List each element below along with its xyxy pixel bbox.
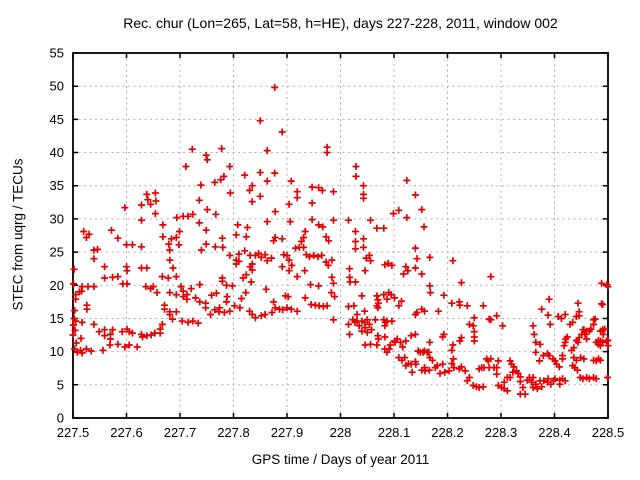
x-tick-label: 228.3 — [485, 425, 518, 440]
y-tick-label: 50 — [50, 79, 64, 94]
y-tick-label: 25 — [50, 245, 64, 260]
chart-title: Rec. chur (Lon=265, Lat=58, h=HE), days … — [123, 15, 558, 31]
x-tick-label: 228.5 — [592, 425, 625, 440]
y-tick-label: 30 — [50, 211, 64, 226]
y-tick-label: 45 — [50, 112, 64, 127]
x-tick-label: 227.8 — [217, 425, 250, 440]
tick-labels: 227.5 227.6 227.7 227.8 227.9 228 228.1 228.2 22… — [50, 46, 625, 441]
y-tick-label: 5 — [57, 377, 64, 392]
x-tick-label: 227.5 — [57, 425, 90, 440]
x-tick-label: 228.1 — [378, 425, 411, 440]
data-points — [69, 84, 612, 398]
x-tick-label: 227.9 — [271, 425, 304, 440]
y-tick-label: 0 — [57, 411, 64, 426]
x-tick-label: 228.2 — [431, 425, 464, 440]
x-tick-label: 227.6 — [110, 425, 143, 440]
x-tick-label: 227.7 — [164, 425, 197, 440]
y-tick-label: 10 — [50, 344, 64, 359]
x-axis-label: GPS time / Days of year 2011 — [251, 452, 430, 467]
grid-lines — [73, 53, 608, 418]
y-tick-label: 20 — [50, 278, 64, 293]
y-tick-label: 15 — [50, 311, 64, 326]
x-tick-label: 228 — [330, 425, 352, 440]
y-tick-label: 55 — [50, 46, 64, 61]
y-tick-label: 40 — [50, 145, 64, 160]
x-tick-label: 228.4 — [538, 425, 571, 440]
y-tick-label: 35 — [50, 178, 64, 193]
axis-ticks — [72, 52, 609, 419]
